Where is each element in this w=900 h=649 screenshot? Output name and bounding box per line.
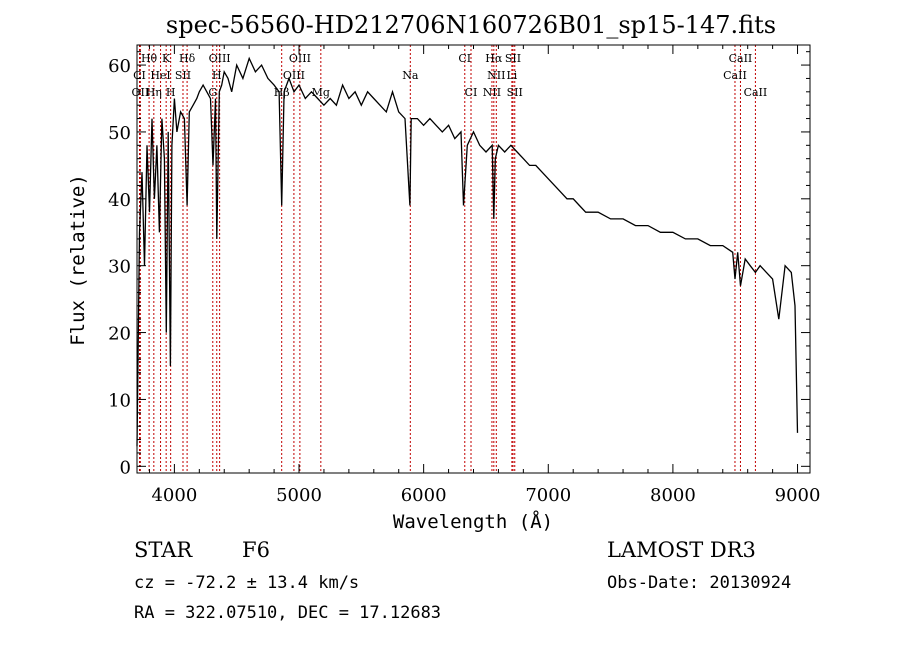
y-tick-label-10: 10: [108, 390, 131, 411]
spectral-subclass: F6: [242, 538, 270, 562]
observation-date: Obs-Date: 20130924: [607, 573, 792, 593]
line-label-top_row-2: Hδ: [179, 52, 196, 65]
x-tick-label-9000: 9000: [775, 485, 821, 506]
emission-line-markers: [138, 45, 756, 473]
line-label-mid_row-6: NII: [487, 69, 505, 82]
line-label-low_row-6: CI: [465, 86, 478, 99]
line-label-top_row-6: Hα: [485, 52, 503, 65]
line-label-mid_row-1: HeI: [150, 69, 170, 82]
line-label-top_row-3: OIII: [209, 52, 231, 65]
y-tick-label-0: 0: [120, 457, 131, 478]
x-tick-label-4000: 4000: [151, 485, 197, 506]
line-label-mid_row-7: Li: [506, 69, 517, 82]
line-label-low_row-3: G: [208, 86, 217, 99]
line-label-top_row-1: K: [162, 52, 171, 65]
line-label-low_row-2: H: [166, 86, 176, 99]
x-tick-label-5000: 5000: [276, 485, 322, 506]
y-tick-label-30: 30: [108, 257, 131, 278]
line-label-mid_row-2: SII: [175, 69, 191, 82]
line-label-low_row-8: SII: [507, 86, 523, 99]
flux-series-line: [136, 56, 799, 447]
line-label-top_row-8: CaII: [729, 52, 753, 65]
y-axis-ticks: 0 10 20 30 40 50 60: [108, 51, 810, 478]
line-label-low_row-7: NII: [483, 86, 501, 99]
line-label-low_row-9: CaII: [744, 86, 768, 99]
object-class: STAR: [134, 538, 193, 562]
x-tick-label-7000: 7000: [525, 485, 571, 506]
y-axis-label: Flux (relative): [67, 174, 89, 346]
line-label-mid_row-5: Na: [402, 69, 419, 82]
line-label-low_row-0: OII: [132, 86, 150, 99]
line-label-mid_row-4: OIII: [283, 69, 305, 82]
line-label-mid_row-8: CaII: [723, 69, 747, 82]
x-tick-label-8000: 8000: [650, 485, 696, 506]
y-tick-label-20: 20: [108, 324, 131, 345]
x-axis-ticks: 4000 5000 6000 7000 8000 9000: [148, 45, 821, 506]
line-label-low_row-1: Hη: [146, 86, 162, 99]
line-label-mid_row-0: CI: [133, 69, 146, 82]
chart-title: spec-56560-HD212706N160726B01_sp15-147.f…: [166, 11, 776, 39]
line-label-low_row-5: Mg: [312, 86, 330, 99]
y-tick-label-50: 50: [108, 123, 131, 144]
redshift-cz: cz = -72.2 ± 13.4 km/s: [134, 573, 360, 593]
plot-frame: [136, 44, 811, 474]
y-tick-label-60: 60: [108, 56, 131, 77]
line-label-top_row-0: Hθ: [141, 52, 158, 65]
line-label-mid_row-3: H: [212, 69, 222, 82]
line-label-top_row-7: SII: [505, 52, 521, 65]
coordinates: RA = 322.07510, DEC = 17.12683: [134, 603, 442, 623]
survey-name: LAMOST DR3: [607, 538, 756, 562]
line-label-top_row-4: OIII: [289, 52, 311, 65]
y-tick-label-40: 40: [108, 190, 131, 211]
line-label-top_row-5: CI: [458, 52, 471, 65]
x-axis-label: Wavelength (Å): [393, 510, 553, 533]
x-tick-label-6000: 6000: [401, 485, 447, 506]
